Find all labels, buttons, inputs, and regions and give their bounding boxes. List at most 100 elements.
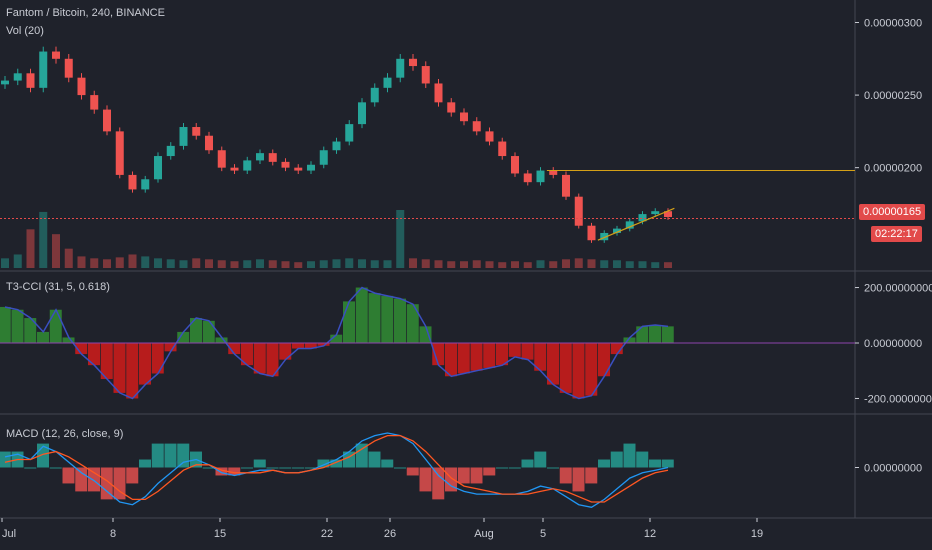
cci-bar	[291, 343, 305, 349]
macd-histogram-bar	[444, 467, 458, 492]
volume-bar	[332, 259, 341, 268]
cci-bar	[202, 320, 215, 343]
candle-body	[396, 58, 405, 78]
macd-tick-label: 0.00000000	[864, 463, 922, 475]
volume-bar	[256, 259, 264, 268]
candle-body	[600, 232, 609, 241]
price-tick-label: 0.00000300	[864, 18, 922, 30]
cci-bar	[240, 343, 254, 366]
candle-body	[536, 170, 545, 183]
candle-body	[434, 83, 443, 103]
macd-histogram-bar	[228, 467, 241, 476]
macd-histogram-bar	[304, 467, 317, 469]
macd-histogram-bar	[368, 451, 381, 468]
candle-body	[64, 58, 73, 78]
volume-bar	[1, 258, 9, 268]
countdown-badge: 02:22:17	[871, 226, 922, 242]
volume-bar	[434, 260, 443, 268]
candle-body	[115, 131, 124, 175]
volume-bar	[64, 248, 73, 268]
candle-body	[192, 127, 201, 136]
volume-bar	[625, 261, 634, 268]
cci-bar	[444, 343, 458, 377]
macd-histogram-bar	[534, 451, 547, 468]
volume-bar	[128, 254, 137, 268]
time-tick-label: 26	[384, 528, 396, 540]
cci-bar	[585, 343, 598, 396]
candle-body	[562, 174, 570, 197]
volume-bar	[230, 261, 239, 268]
cci-bar	[368, 293, 381, 343]
volume-bar	[166, 259, 175, 268]
macd-histogram-bar	[253, 459, 266, 468]
cci-bar	[36, 331, 50, 343]
time-tick-label: 22	[321, 528, 333, 540]
macd-histogram-bar	[291, 467, 305, 469]
candle-body	[205, 135, 213, 151]
cci-bar	[661, 326, 674, 343]
macd-histogram-bar	[572, 467, 585, 492]
cci-bar	[457, 343, 470, 374]
volume-bar	[409, 258, 417, 268]
cci-bar	[495, 343, 509, 366]
last-price-badge: 0.00000165	[859, 204, 926, 220]
time-tick-label: 8	[110, 528, 116, 540]
cci-bar	[49, 309, 62, 343]
cci-bar	[317, 343, 330, 346]
volume-bar	[141, 256, 150, 268]
cci-bar	[151, 343, 164, 374]
candle-body	[39, 51, 48, 88]
cci-bar	[521, 343, 534, 360]
candle-body	[625, 221, 634, 229]
candle-body	[52, 51, 60, 59]
candle-body	[141, 179, 150, 190]
candle-body	[651, 211, 660, 215]
volume-bar	[103, 259, 111, 268]
cci-bar	[470, 343, 483, 371]
volume-bar	[294, 262, 303, 268]
cci-bar	[100, 343, 113, 380]
candle-body	[77, 77, 86, 96]
macd-histogram-bar	[100, 467, 113, 500]
macd-histogram-bar	[113, 467, 126, 500]
macd-label: MACD (12, 26, close, 9)	[6, 428, 124, 440]
cci-tick-label: 0.00000000	[864, 338, 922, 350]
volume-bar	[587, 259, 596, 268]
volume-bar	[179, 260, 188, 268]
volume-bar	[549, 261, 558, 268]
macd-histogram-bar	[661, 459, 674, 468]
candle-body	[13, 73, 22, 81]
volume-bar	[319, 260, 328, 268]
volume-bar	[498, 262, 507, 268]
price-tick-label: 0.00000250	[864, 90, 922, 102]
cci-bar	[0, 306, 11, 343]
candle-body	[128, 174, 137, 190]
candle-body	[460, 112, 468, 122]
cci-bar	[572, 343, 585, 399]
macd-histogram-bar	[495, 467, 509, 469]
volume-bar	[205, 259, 213, 268]
cci-bar	[330, 334, 343, 343]
candle-body	[485, 131, 494, 142]
candle-body	[345, 124, 354, 142]
cci-bar	[24, 318, 37, 343]
volume-bar	[115, 257, 124, 268]
macd-histogram-bar	[126, 467, 139, 484]
volume-bar	[26, 229, 35, 268]
cci-bar	[228, 343, 241, 355]
volume-bar	[281, 261, 290, 268]
volume-bar	[613, 260, 621, 268]
volume-bar	[485, 261, 494, 268]
candle-body	[447, 102, 456, 113]
candle-body	[358, 102, 366, 125]
macd-histogram-bar	[355, 443, 368, 468]
macd-histogram-bar	[62, 467, 75, 484]
candle-body	[409, 58, 417, 67]
candle-body	[370, 87, 379, 103]
volume-bar	[396, 210, 405, 268]
cci-bar	[266, 343, 279, 377]
cci-bar	[648, 324, 662, 343]
candle-body	[523, 173, 532, 183]
cci-bar	[11, 309, 24, 343]
